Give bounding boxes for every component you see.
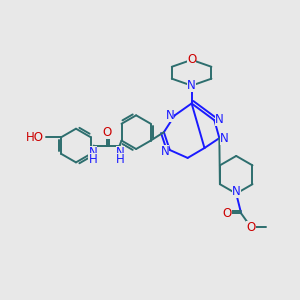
Text: N: N: [232, 185, 241, 198]
Text: N: N: [165, 109, 174, 122]
Text: HO: HO: [26, 130, 44, 144]
Text: H: H: [88, 153, 97, 166]
Text: N: N: [220, 132, 229, 145]
Text: N: N: [215, 113, 224, 126]
Text: O: O: [223, 207, 232, 220]
Text: N: N: [160, 146, 169, 158]
Text: O: O: [246, 221, 256, 234]
Text: N: N: [187, 79, 196, 92]
Text: N: N: [116, 146, 125, 159]
Text: H: H: [116, 153, 125, 166]
Text: O: O: [102, 126, 111, 139]
Text: O: O: [187, 53, 196, 66]
Text: N: N: [88, 146, 97, 159]
